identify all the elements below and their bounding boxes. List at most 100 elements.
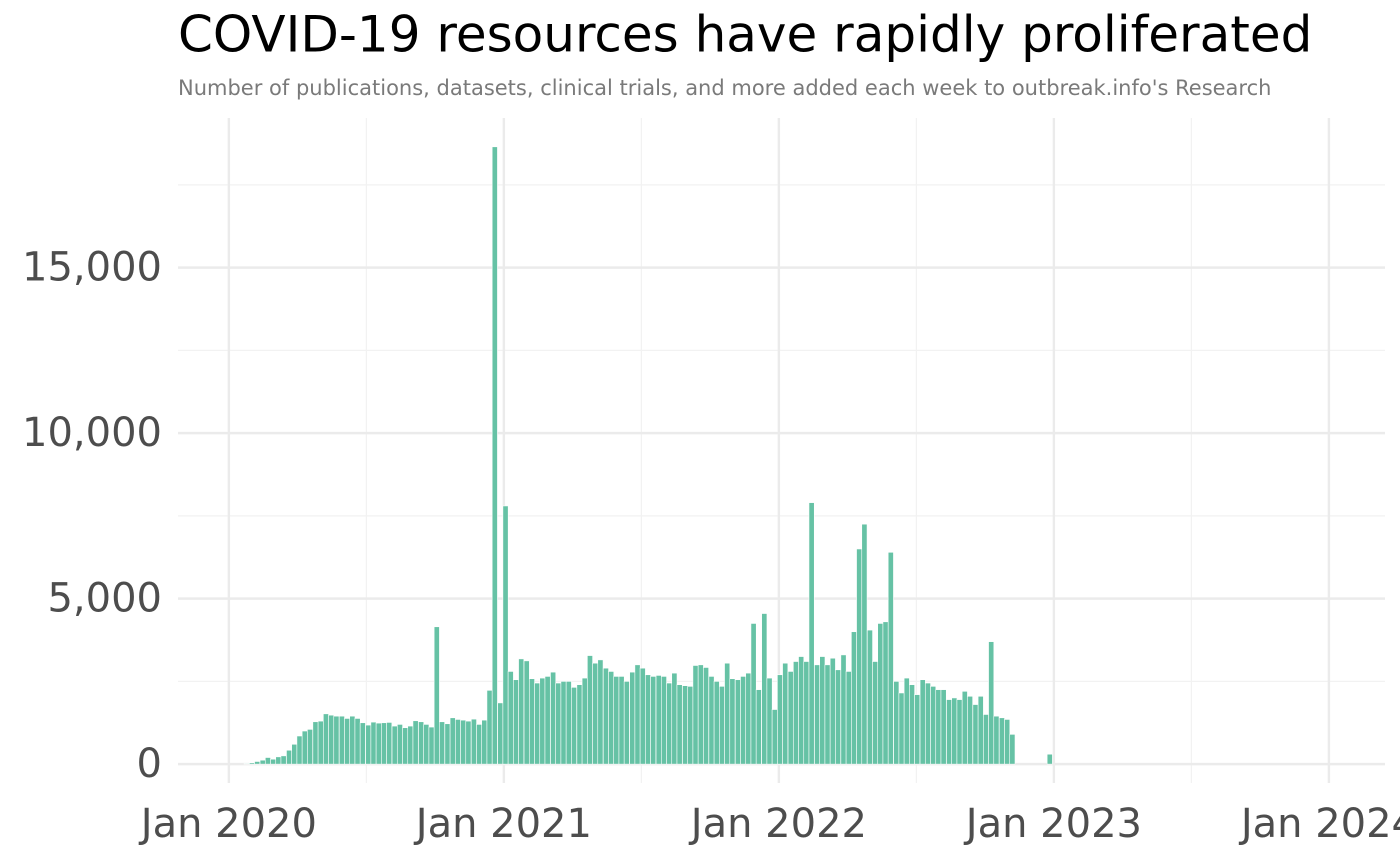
bar (740, 676, 747, 765)
bar (602, 667, 609, 765)
bar (887, 551, 894, 765)
bar (460, 719, 467, 765)
bar (655, 675, 662, 765)
bar (581, 677, 588, 765)
bar (819, 656, 826, 765)
bar (296, 735, 303, 765)
bar (323, 713, 329, 765)
bar (660, 676, 667, 765)
bar (977, 695, 984, 765)
bar (676, 684, 683, 765)
bar (856, 548, 863, 765)
bar (835, 669, 841, 765)
bar (935, 689, 942, 765)
chart-subtitle: Number of publications, datasets, clinic… (178, 76, 1271, 100)
bar (777, 674, 783, 765)
bar (497, 702, 504, 765)
bar (312, 721, 319, 765)
chart-title: COVID-19 resources have rapidly prolifer… (178, 6, 1312, 64)
bar (951, 697, 958, 765)
bar (539, 677, 546, 765)
bar (275, 756, 282, 765)
bar (328, 714, 335, 765)
bar (729, 678, 736, 765)
bar (787, 671, 794, 765)
bar (840, 654, 847, 765)
bar (724, 662, 731, 765)
bar (412, 720, 419, 765)
bar (761, 613, 768, 765)
bar (560, 681, 567, 765)
bar (518, 658, 525, 765)
bar (365, 724, 372, 765)
bar (534, 682, 541, 765)
bar (814, 664, 821, 765)
bar (967, 695, 973, 765)
bar (866, 629, 873, 765)
bar (481, 719, 488, 765)
bar (909, 684, 915, 765)
x-tick-label: Jan 2021 (413, 801, 592, 847)
bar (940, 689, 947, 765)
bar (1046, 753, 1053, 765)
bar (623, 681, 630, 765)
bar (798, 656, 805, 765)
bar (565, 681, 572, 765)
bar (381, 722, 387, 765)
bar (851, 631, 857, 765)
bar (988, 641, 995, 765)
bar (270, 758, 277, 765)
bar (1009, 734, 1016, 765)
bar (301, 730, 308, 765)
bar (407, 725, 414, 765)
bar (745, 672, 752, 765)
bar (629, 671, 636, 765)
x-tick-label: Jan 2020 (138, 801, 317, 847)
bar (259, 759, 266, 765)
bar (576, 684, 583, 765)
bar (264, 757, 271, 765)
bar (919, 679, 926, 765)
bar (349, 715, 356, 765)
bar (998, 717, 1005, 765)
bar (359, 722, 366, 765)
bar (613, 676, 620, 765)
bar (571, 687, 577, 765)
bar (465, 720, 472, 765)
bar (766, 677, 773, 765)
bar (983, 714, 989, 765)
bar (428, 726, 435, 765)
bar (544, 676, 551, 765)
bar (587, 655, 593, 765)
bar (808, 502, 815, 765)
bar (254, 761, 261, 765)
bar (396, 724, 403, 765)
bar (423, 724, 430, 765)
bar (370, 721, 377, 765)
bar (344, 718, 351, 765)
bar (803, 661, 810, 765)
bar (755, 689, 762, 765)
bar (771, 709, 778, 765)
y-tick-label: 10,000 (22, 410, 162, 456)
bar (550, 671, 557, 765)
bar (523, 660, 530, 765)
bar (592, 662, 599, 765)
bar (1004, 719, 1011, 765)
bar (750, 623, 757, 765)
bar (682, 685, 689, 765)
bar (507, 671, 514, 765)
bar (449, 717, 456, 765)
bar (687, 686, 694, 765)
bar (882, 621, 889, 765)
labels: 0 5,000 10,000 15,000 Jan 2020 Jan 2021 Jan 20… (22, 245, 1400, 847)
bar (924, 682, 931, 765)
bar (386, 722, 393, 765)
bar (713, 681, 720, 765)
bar (972, 704, 979, 765)
bar (307, 729, 313, 765)
bar (470, 718, 477, 765)
x-tick-label: Jan 2022 (688, 801, 867, 847)
